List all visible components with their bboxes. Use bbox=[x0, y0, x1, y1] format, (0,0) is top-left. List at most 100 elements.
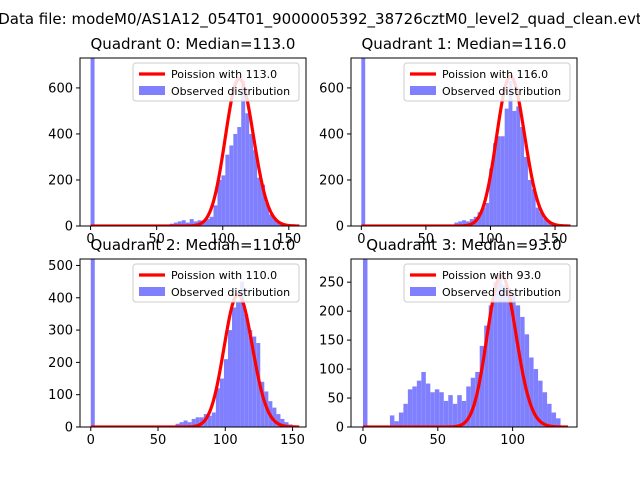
y-tick-label: 0 bbox=[336, 220, 344, 235]
histogram-bar bbox=[529, 357, 534, 427]
histogram-bar bbox=[551, 412, 557, 427]
histogram-bar bbox=[394, 421, 399, 427]
y-tick-label: 0 bbox=[336, 421, 344, 436]
histogram-bar bbox=[524, 334, 530, 427]
y-tick-label: 0 bbox=[65, 220, 73, 235]
x-tick-label: 100 bbox=[210, 232, 235, 247]
y-tick-label: 600 bbox=[48, 81, 73, 96]
axes-frame bbox=[350, 57, 578, 227]
histogram-bar bbox=[280, 418, 285, 427]
x-tick-label: 150 bbox=[276, 232, 301, 247]
y-tick-label: 250 bbox=[319, 276, 344, 291]
histogram-bar bbox=[538, 380, 543, 427]
legend-label: Poission with 93.0 bbox=[442, 269, 541, 282]
histogram-bar bbox=[531, 189, 536, 226]
legend-label: Poission with 116.0 bbox=[442, 68, 548, 81]
x-tick-label: 50 bbox=[418, 232, 435, 247]
figure-title: Data file: modeM0/AS1A12_054T01_90000053… bbox=[0, 10, 640, 29]
histogram-bar bbox=[535, 207, 540, 226]
histogram-bar bbox=[248, 330, 253, 427]
histogram-bar bbox=[556, 418, 561, 427]
histogram-bar bbox=[511, 293, 516, 427]
x-tick-label: 100 bbox=[478, 232, 503, 247]
histogram-bar bbox=[261, 184, 266, 226]
histogram-bar bbox=[209, 216, 214, 226]
histogram-bar bbox=[284, 422, 289, 427]
histogram-bar bbox=[506, 287, 512, 427]
histogram-bar bbox=[500, 136, 505, 226]
histogram-bar bbox=[434, 389, 440, 427]
histogram-bar bbox=[252, 336, 257, 427]
histogram-bar bbox=[191, 418, 196, 427]
histogram-bar bbox=[412, 386, 417, 427]
histogram-bar bbox=[179, 422, 184, 427]
histogram-bar bbox=[225, 154, 230, 226]
histogram-bar bbox=[527, 179, 532, 226]
histogram-bar bbox=[241, 81, 246, 226]
histogram-bar bbox=[177, 221, 182, 226]
legend-label: Observed distribution bbox=[171, 85, 290, 98]
histogram-bar bbox=[477, 212, 482, 226]
histogram-bar bbox=[462, 220, 466, 226]
poisson-curve bbox=[90, 77, 300, 226]
histogram-bar bbox=[276, 222, 281, 226]
axes-frame bbox=[79, 258, 307, 428]
histogram-bar bbox=[515, 305, 521, 427]
histogram-bar bbox=[542, 392, 548, 427]
histogram-bar bbox=[237, 127, 242, 226]
histogram-bar bbox=[398, 412, 404, 427]
histogram-bar bbox=[215, 388, 220, 427]
histogram-bar bbox=[493, 143, 497, 226]
histogram-bar bbox=[458, 221, 463, 226]
histogram-bar bbox=[461, 400, 467, 427]
histogram-bar bbox=[244, 313, 249, 427]
subplot-3: Quadrant 3: Median=93.0 0 50 100 0 50 100 150 20… bbox=[319, 236, 578, 448]
x-tick-label: 50 bbox=[150, 433, 167, 448]
y-tick-label: 50 bbox=[327, 392, 344, 407]
histogram-bar bbox=[253, 150, 258, 226]
histogram-bar bbox=[195, 417, 200, 427]
subplot-title: Quadrant 1: Median=116.0 bbox=[362, 35, 567, 53]
histogram-bar bbox=[512, 110, 517, 226]
legend-label: Poission with 110.0 bbox=[171, 269, 277, 282]
legend-box bbox=[132, 62, 300, 102]
histogram-bar bbox=[249, 133, 254, 226]
histogram-bar bbox=[454, 222, 459, 226]
histogram-bar bbox=[439, 392, 444, 427]
legend-bar-swatch bbox=[410, 86, 436, 95]
histogram-bar bbox=[211, 412, 216, 427]
histogram-bar bbox=[466, 386, 471, 427]
y-tick-label: 200 bbox=[48, 173, 73, 188]
histogram-bar bbox=[362, 259, 368, 427]
poisson-curve bbox=[90, 292, 300, 427]
histogram-bar bbox=[187, 422, 192, 427]
legend-label: Observed distribution bbox=[442, 286, 561, 299]
histogram-bar bbox=[488, 305, 494, 427]
histogram-bar bbox=[205, 219, 210, 226]
histogram-bars bbox=[362, 259, 561, 427]
histogram-bar bbox=[201, 221, 206, 226]
x-tick-label: 0 bbox=[87, 433, 95, 448]
histogram-bar bbox=[245, 113, 250, 226]
histogram-bar bbox=[430, 392, 435, 427]
axes-frame bbox=[79, 57, 307, 227]
histogram-bar bbox=[479, 345, 485, 427]
histogram-bar bbox=[496, 136, 501, 226]
y-tick-label: 0 bbox=[65, 421, 73, 436]
histogram-bar bbox=[276, 414, 281, 427]
x-tick-label: 50 bbox=[430, 433, 447, 448]
y-tick-label: 200 bbox=[319, 173, 344, 188]
x-tick-label: 0 bbox=[86, 232, 94, 247]
histogram-bar bbox=[173, 222, 178, 226]
legend-box bbox=[403, 62, 571, 102]
histogram-bar bbox=[470, 377, 476, 427]
subplot-title: Quadrant 3: Median=93.0 bbox=[366, 236, 561, 254]
legend-box bbox=[132, 263, 300, 303]
histogram-bar bbox=[539, 212, 544, 226]
histogram-bar bbox=[457, 395, 462, 427]
histogram-bar bbox=[268, 214, 273, 226]
histogram-bar bbox=[481, 207, 486, 226]
histogram-bar bbox=[485, 202, 490, 226]
x-tick-label: 150 bbox=[280, 433, 305, 448]
